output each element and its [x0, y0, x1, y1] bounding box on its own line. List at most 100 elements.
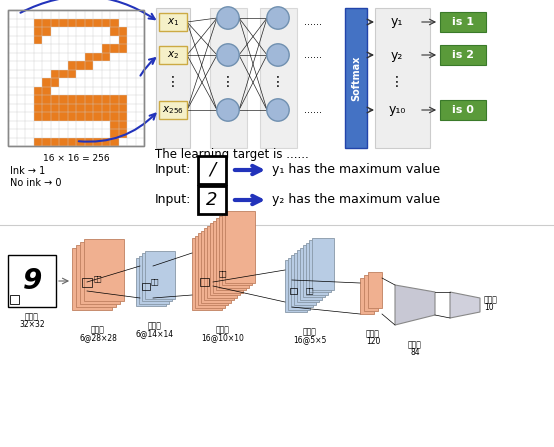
Text: 输入层: 输入层 — [25, 312, 39, 321]
Bar — [84, 239, 124, 301]
Bar — [119, 95, 127, 104]
Bar — [85, 61, 93, 69]
Bar — [76, 245, 116, 307]
Bar — [288, 257, 310, 309]
Bar — [204, 228, 234, 300]
Text: $x_{256}$: $x_{256}$ — [162, 104, 184, 116]
Bar — [101, 44, 110, 52]
Text: y₁ has the maximum value: y₁ has the maximum value — [272, 164, 440, 177]
Text: 9: 9 — [22, 267, 42, 295]
Bar — [195, 236, 225, 308]
FancyBboxPatch shape — [345, 8, 367, 148]
Bar — [93, 104, 101, 112]
Bar — [68, 61, 76, 69]
Ellipse shape — [267, 99, 289, 121]
Text: The learning target is ......: The learning target is ...... — [155, 148, 309, 161]
Bar — [8, 10, 144, 146]
Bar — [110, 104, 119, 112]
Bar — [59, 138, 68, 146]
Text: 6@28×28: 6@28×28 — [79, 333, 117, 342]
Bar — [33, 35, 42, 44]
Bar — [216, 218, 246, 290]
Bar — [76, 138, 85, 146]
Bar — [85, 95, 93, 104]
Text: 连接层: 连接层 — [408, 340, 422, 349]
Bar — [33, 112, 42, 121]
Bar — [101, 138, 110, 146]
Bar — [68, 18, 76, 27]
FancyBboxPatch shape — [375, 8, 430, 148]
Bar — [10, 295, 19, 304]
Bar — [68, 138, 76, 146]
Bar — [207, 225, 237, 298]
Bar — [110, 18, 119, 27]
Bar — [85, 112, 93, 121]
Bar — [101, 112, 110, 121]
Bar — [119, 112, 127, 121]
Bar — [42, 112, 50, 121]
Bar — [139, 256, 169, 304]
Bar — [33, 27, 42, 35]
Bar — [119, 35, 127, 44]
Text: 采样: 采样 — [151, 278, 159, 285]
Ellipse shape — [217, 99, 239, 121]
Text: 2: 2 — [206, 191, 218, 209]
Bar — [68, 112, 76, 121]
Bar — [76, 18, 85, 27]
Bar — [50, 78, 59, 87]
Bar — [93, 112, 101, 121]
FancyBboxPatch shape — [159, 46, 187, 64]
FancyBboxPatch shape — [440, 12, 486, 32]
Text: $x_1$: $x_1$ — [167, 16, 179, 28]
FancyBboxPatch shape — [440, 100, 486, 120]
Ellipse shape — [267, 44, 289, 66]
Bar — [85, 138, 93, 146]
Bar — [93, 18, 101, 27]
Bar — [50, 112, 59, 121]
Bar — [33, 104, 42, 112]
Text: 输出层: 输出层 — [484, 295, 498, 304]
Bar — [119, 121, 127, 129]
Text: 卷积层: 卷积层 — [216, 325, 230, 334]
Text: 120: 120 — [366, 337, 380, 346]
Polygon shape — [395, 285, 435, 325]
Ellipse shape — [217, 7, 239, 29]
Bar — [290, 288, 297, 294]
Bar — [364, 275, 378, 311]
Bar — [85, 52, 93, 61]
Bar — [300, 248, 322, 299]
Text: 卷积层: 卷积层 — [366, 329, 380, 338]
Bar — [50, 104, 59, 112]
Text: /: / — [209, 161, 215, 179]
Text: 84: 84 — [410, 348, 420, 357]
FancyBboxPatch shape — [210, 8, 247, 148]
Bar — [225, 211, 255, 283]
Bar — [142, 253, 172, 301]
Text: 16 × 16 = 256: 16 × 16 = 256 — [43, 154, 109, 163]
FancyBboxPatch shape — [198, 156, 226, 184]
Bar — [33, 95, 42, 104]
Bar — [200, 278, 209, 286]
Ellipse shape — [267, 7, 289, 29]
Bar — [312, 237, 334, 290]
Text: 32×32: 32×32 — [19, 320, 45, 329]
Bar — [213, 220, 243, 292]
Bar — [219, 215, 249, 287]
Text: 卷积: 卷积 — [94, 276, 102, 283]
Bar — [101, 18, 110, 27]
Bar — [145, 250, 175, 299]
Bar — [50, 95, 59, 104]
Bar — [198, 233, 228, 305]
Bar — [72, 248, 112, 310]
FancyBboxPatch shape — [198, 186, 226, 214]
Bar — [101, 95, 110, 104]
Text: $x_2$: $x_2$ — [167, 49, 179, 61]
Text: ......: ...... — [304, 17, 322, 27]
Bar — [297, 250, 319, 302]
Text: is 2: is 2 — [452, 50, 474, 60]
Bar — [68, 69, 76, 78]
Bar — [59, 112, 68, 121]
FancyBboxPatch shape — [260, 8, 297, 148]
Bar — [68, 104, 76, 112]
Bar — [368, 272, 382, 308]
